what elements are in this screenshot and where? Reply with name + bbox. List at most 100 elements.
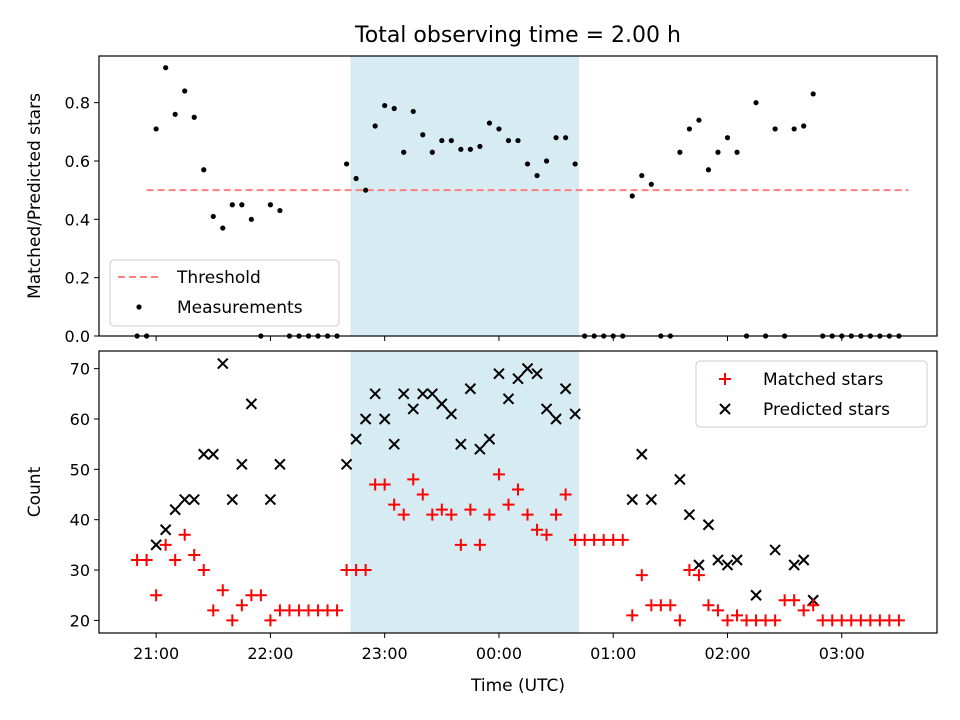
measurement-point bbox=[753, 100, 759, 106]
top-axes-frame bbox=[98, 55, 938, 337]
x-axis-label: Time (UTC) bbox=[470, 676, 565, 696]
measurement-point bbox=[724, 135, 731, 141]
predicted-star-marker bbox=[264, 493, 277, 506]
predicted-star-marker bbox=[245, 398, 258, 410]
matched-star-marker bbox=[159, 538, 172, 551]
matched-star-marker bbox=[731, 609, 744, 622]
measurement-point bbox=[629, 193, 635, 199]
measurement-point bbox=[563, 135, 569, 141]
matched-star-marker bbox=[216, 584, 229, 597]
measurement-point bbox=[458, 146, 464, 152]
bottom-x-axis-ticks: 21:00 22:00 23:00 00:00 01:00 02:00 03:00 bbox=[133, 633, 865, 663]
measurement-point bbox=[382, 102, 388, 109]
predicted-star-marker bbox=[731, 554, 743, 566]
predicted-star-marker bbox=[378, 413, 391, 425]
measurement-points bbox=[134, 65, 902, 339]
measurement-point bbox=[172, 111, 178, 117]
x-tick-label: 21:00 bbox=[133, 644, 179, 663]
matched-star-marker bbox=[169, 553, 182, 566]
bottom-y-tick-label: 20 bbox=[70, 611, 90, 630]
top-y-axis-label: Matched/Predicted stars bbox=[25, 93, 45, 299]
measurement-point bbox=[534, 172, 540, 179]
matched-star-marker bbox=[226, 614, 239, 627]
matched-star-marker bbox=[197, 564, 210, 577]
matched-star-marker bbox=[397, 508, 410, 521]
measurement-point bbox=[715, 149, 721, 155]
predicted-star-marker bbox=[512, 372, 524, 385]
top-panel: 0.00.20.40.60.8 Matched/Predicted stars … bbox=[25, 55, 938, 346]
predicted-star-marker bbox=[369, 388, 381, 400]
matched-star-marker bbox=[140, 553, 153, 566]
matched-star-marker bbox=[788, 594, 801, 607]
matched-star-marker bbox=[426, 508, 439, 521]
predicted-star-marker bbox=[788, 559, 800, 571]
measurement-point bbox=[429, 149, 435, 155]
predicted-star-marker bbox=[236, 458, 248, 471]
predicted-star-marker bbox=[683, 508, 696, 521]
measurement-point bbox=[153, 126, 159, 132]
predicted-star-marker bbox=[712, 554, 724, 566]
bottom-y-tick-label: 60 bbox=[70, 410, 90, 429]
matched-star-marker bbox=[616, 533, 629, 546]
top-x-axis-ticks bbox=[155, 336, 843, 341]
measurement-point bbox=[363, 187, 369, 193]
matched-star-marker bbox=[407, 473, 420, 486]
predicted-star-marker bbox=[388, 438, 400, 450]
measurement-point bbox=[648, 181, 654, 187]
measurement-point bbox=[705, 167, 712, 173]
predicted-star-marker bbox=[274, 458, 286, 471]
matched-star-marker bbox=[464, 503, 477, 516]
legend-threshold-label: Threshold bbox=[176, 268, 261, 288]
predicted-star-marker bbox=[217, 357, 229, 370]
predicted-star-marker bbox=[359, 413, 372, 425]
bottom-panel: 20 30 40 50 60 70 21:00 22:00 23:00 00:00 01:00 02… bbox=[25, 350, 938, 696]
predicted-star-marker bbox=[531, 367, 543, 380]
measurement-point bbox=[210, 213, 216, 220]
predicted-star-marker bbox=[226, 493, 239, 506]
measurement-point bbox=[524, 161, 531, 167]
predicted-star-marker bbox=[702, 519, 715, 531]
predicted-star-marker bbox=[159, 524, 172, 536]
matched-star-marker bbox=[635, 569, 648, 582]
measurement-point bbox=[543, 158, 550, 164]
matched-star-marker bbox=[540, 528, 553, 541]
predicted-star-marker bbox=[474, 443, 486, 455]
predicted-star-marker bbox=[636, 448, 648, 460]
measurement-point bbox=[201, 167, 207, 173]
measurement-point bbox=[677, 149, 683, 155]
measurement-point bbox=[220, 225, 226, 231]
matched-star-marker bbox=[359, 564, 372, 577]
matched-star-marker bbox=[435, 503, 448, 516]
measurement-point bbox=[639, 172, 645, 179]
matched-star-marker bbox=[626, 609, 639, 622]
matched-star-marker bbox=[445, 508, 458, 521]
predicted-star-marker bbox=[559, 383, 572, 395]
measurement-point bbox=[248, 216, 254, 222]
measurement-point bbox=[496, 126, 502, 132]
matched-star-marker bbox=[692, 569, 705, 582]
predicted-star-marker bbox=[198, 448, 210, 460]
measurement-point bbox=[372, 123, 378, 129]
measurement-point bbox=[477, 143, 483, 150]
measurement-point bbox=[448, 137, 454, 144]
legend-matched-label: Matched stars bbox=[763, 370, 883, 390]
matched-star-marker bbox=[378, 478, 391, 491]
measurement-point bbox=[810, 91, 816, 97]
matched-star-marker bbox=[473, 538, 486, 551]
legend-predicted-swatch bbox=[719, 403, 731, 415]
matched-star-marker bbox=[531, 523, 544, 536]
predicted-star-marker bbox=[464, 383, 477, 395]
bottom-y-tick-label: 70 bbox=[70, 360, 90, 379]
top-y-tick-label: 0.2 bbox=[65, 269, 90, 288]
x-tick-label: 00:00 bbox=[476, 644, 522, 663]
measurement-point bbox=[553, 135, 559, 141]
measurement-point bbox=[686, 126, 693, 132]
predicted-star-marker bbox=[769, 544, 781, 556]
matched-star-marker bbox=[892, 614, 905, 627]
legend-measurements-label: Measurements bbox=[177, 298, 303, 318]
matched-star-marker bbox=[492, 468, 505, 481]
measurement-point bbox=[505, 137, 512, 144]
predicted-star-marker bbox=[455, 438, 467, 450]
matched-star-marker bbox=[807, 599, 820, 612]
